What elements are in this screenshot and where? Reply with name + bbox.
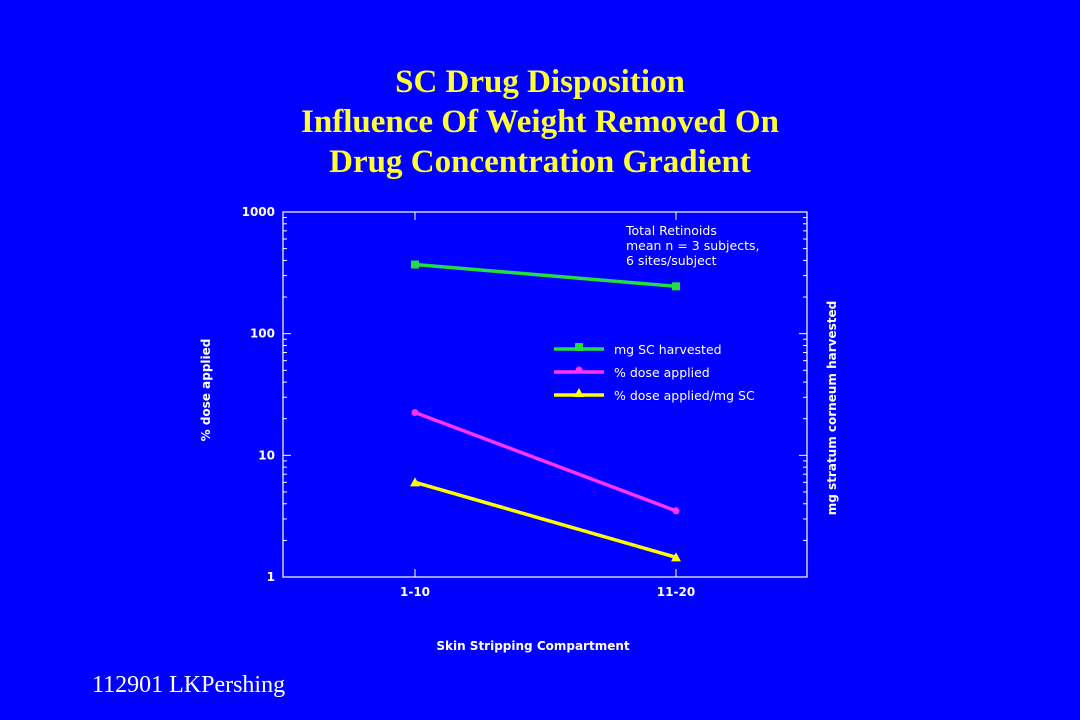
annotation-line-3: 6 sites/subject [626,253,717,268]
annotation-line-1: Total Retinoids [625,223,717,238]
footer-credit: 112901 LKPershing [92,672,286,698]
data-point [411,408,419,416]
x-tick-label: 11-20 [657,585,695,599]
data-point [672,507,680,515]
legend-marker [574,388,584,397]
y-tick-label: 10 [258,448,275,462]
legend: mg SC harvested % dose applied % dose appl… [554,342,755,403]
series-line [414,480,677,560]
data-point [410,477,420,487]
title-line-2: Influence Of Weight Removed On [301,104,779,140]
y-axis-ticks: 1 10 100 1000 [242,205,807,584]
legend-marker [575,366,583,374]
legend-label: % dose applied [614,365,710,380]
y-tick-label: 100 [250,327,275,341]
legend-marker [575,343,583,351]
y-tick-label: 1 [267,570,275,584]
data-point [411,260,419,269]
legend-label: mg SC harvested [614,342,722,357]
annotation-line-2: mean n = 3 subjects, [626,238,759,253]
x-axis-label: Skin Stripping Compartment [436,639,630,653]
data-point [672,282,680,291]
chart-title: SC Drug Disposition Influence Of Weight … [0,62,1080,182]
series-line [414,410,677,513]
y2-axis-label: mg stratum corneum harvested [825,301,839,515]
plot-frame [282,211,808,578]
title-line-3: Drug Concentration Gradient [329,144,751,180]
x-tick-label: 1-10 [400,585,430,599]
y-tick-label: 1000 [242,205,275,219]
legend-label: % dose applied/mg SC [614,388,755,403]
series-line [414,262,677,289]
series-group [410,260,681,562]
title-line-1: SC Drug Disposition [395,64,685,100]
y-axis-label: % dose applied [199,339,213,442]
data-point [671,552,681,562]
x-axis-ticks: 1-10 11-20 [400,212,695,599]
